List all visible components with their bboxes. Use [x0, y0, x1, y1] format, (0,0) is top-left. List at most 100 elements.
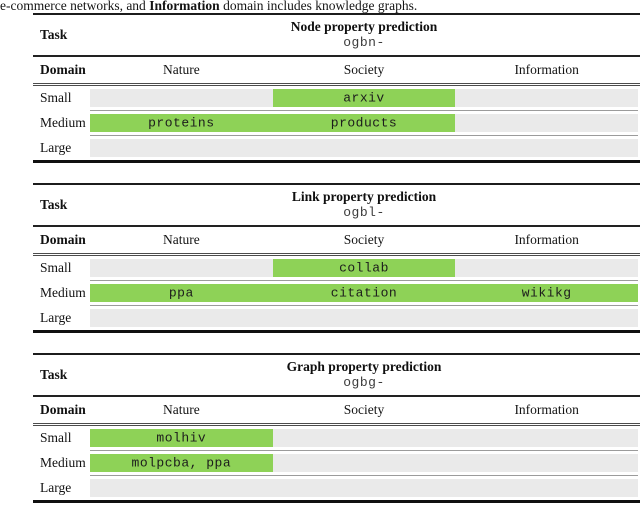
- column-header-information: Information: [514, 402, 579, 417]
- size-row-large: Large: [33, 136, 640, 160]
- dataset-highlight-bar: [272, 89, 456, 107]
- dataset-prefix: ogbg-: [343, 375, 385, 390]
- table-bottom-rule: [33, 330, 640, 333]
- table-top-rule: [33, 13, 640, 15]
- task-row-label: Task: [40, 367, 68, 382]
- task-row: Task Node property prediction ogbn-: [33, 15, 640, 55]
- column-headers: Nature Society Information: [90, 227, 638, 253]
- column-header-nature: Nature: [162, 232, 200, 247]
- row-separator: [90, 110, 638, 111]
- table-link-property-prediction: Task Link property prediction ogbl- Doma…: [33, 183, 640, 333]
- size-row-medium: Medium proteins products: [33, 111, 640, 135]
- table-double-rule: [33, 253, 640, 256]
- caption-text-after: domain includes knowledge graphs.: [219, 0, 418, 13]
- table-top-rule: [33, 183, 640, 185]
- dataset-label: collab: [339, 260, 389, 276]
- dataset-prefix: ogbl-: [343, 205, 385, 220]
- size-row-label: Medium: [40, 285, 86, 300]
- table-top-rule: [33, 353, 640, 355]
- table-title: Link property prediction: [291, 189, 437, 204]
- column-header-nature: Nature: [162, 62, 200, 77]
- size-row-label: Small: [40, 260, 72, 275]
- dataset-highlight-bar: [90, 284, 638, 302]
- size-row-small: Small molhiv: [33, 426, 640, 450]
- size-row-large: Large: [33, 476, 640, 500]
- row-separator: [90, 135, 638, 136]
- size-row-label: Large: [40, 480, 72, 495]
- size-row-label: Small: [40, 430, 72, 445]
- row-separator: [90, 475, 638, 476]
- table-title: Node property prediction: [290, 19, 438, 34]
- table-bottom-rule: [33, 160, 640, 163]
- table-title: Graph property prediction: [286, 359, 442, 374]
- dataset-highlight-bar: [90, 429, 273, 447]
- table-node-property-prediction: Task Node property prediction ogbn- Doma…: [33, 13, 640, 163]
- domain-row: Domain Nature Society Information: [33, 397, 640, 423]
- table-mid-rule: [33, 55, 640, 57]
- dataset-label: arxiv: [343, 90, 385, 106]
- dataset-label: molhiv: [156, 430, 207, 446]
- size-row-large: Large: [33, 306, 640, 330]
- row-separator: [90, 280, 638, 281]
- row-separator: [90, 305, 638, 306]
- table-double-rule: [33, 83, 640, 86]
- column-header-information: Information: [514, 62, 579, 77]
- size-track: molhiv: [90, 429, 638, 447]
- size-track: arxiv: [90, 89, 638, 107]
- column-headers: Nature Society Information: [90, 397, 638, 423]
- size-row-label: Large: [40, 310, 72, 325]
- row-separator: [90, 450, 638, 451]
- column-header-information: Information: [514, 232, 579, 247]
- size-track: molpcba, ppa: [90, 454, 638, 472]
- caption-text-before: e-commerce networks, and: [0, 0, 150, 13]
- domain-row-label: Domain: [40, 62, 86, 77]
- size-row-medium: Medium molpcba, ppa: [33, 451, 640, 475]
- dataset-label: citation: [330, 285, 398, 301]
- task-row: Task Link property prediction ogbl-: [33, 185, 640, 225]
- dataset-label: products: [330, 115, 398, 131]
- size-row-label: Large: [40, 140, 72, 155]
- dataset-label: proteins: [148, 115, 215, 131]
- table-mid-rule: [33, 225, 640, 227]
- dataset-label: molpcba, ppa: [131, 455, 232, 471]
- table-double-rule: [33, 423, 640, 426]
- task-header: Graph property prediction ogbg-: [90, 359, 638, 391]
- size-row-label: Small: [40, 90, 72, 105]
- size-track: proteins products: [90, 114, 638, 132]
- column-header-society: Society: [343, 402, 385, 417]
- dataset-highlight-bar: [90, 114, 456, 132]
- domain-row-label: Domain: [40, 402, 86, 417]
- dataset-label: wikikg: [521, 285, 572, 301]
- size-track: [90, 479, 638, 497]
- size-row-label: Medium: [40, 455, 86, 470]
- task-header: Node property prediction ogbn-: [90, 19, 638, 51]
- column-header-society: Society: [343, 62, 385, 77]
- dataset-highlight-bar: [272, 259, 456, 277]
- domain-row: Domain Nature Society Information: [33, 57, 640, 83]
- domain-row: Domain Nature Society Information: [33, 227, 640, 253]
- size-track: ppa citation wikikg: [90, 284, 638, 302]
- caption-bold-term: Information: [149, 0, 220, 13]
- dataset-prefix: ogbn-: [343, 35, 385, 50]
- task-row: Task Graph property prediction ogbg-: [33, 355, 640, 395]
- size-row-small: Small arxiv: [33, 86, 640, 110]
- size-row-label: Medium: [40, 115, 86, 130]
- column-header-society: Society: [343, 232, 385, 247]
- dataset-label: ppa: [168, 285, 194, 301]
- task-row-label: Task: [40, 27, 68, 42]
- column-headers: Nature Society Information: [90, 57, 638, 83]
- tables-container: Task Node property prediction ogbn- Doma…: [33, 13, 640, 506]
- domain-row-label: Domain: [40, 232, 86, 247]
- table-bottom-rule: [33, 500, 640, 503]
- size-track: collab: [90, 259, 638, 277]
- size-row-small: Small collab: [33, 256, 640, 280]
- figure-caption: e-commerce networks, and Information dom…: [0, 0, 640, 13]
- size-track: [90, 139, 638, 157]
- task-header: Link property prediction ogbl-: [90, 189, 638, 221]
- column-header-nature: Nature: [162, 402, 200, 417]
- table-mid-rule: [33, 395, 640, 397]
- size-row-medium: Medium ppa citation wikikg: [33, 281, 640, 305]
- size-track: [90, 309, 638, 327]
- dataset-highlight-bar: [90, 454, 273, 472]
